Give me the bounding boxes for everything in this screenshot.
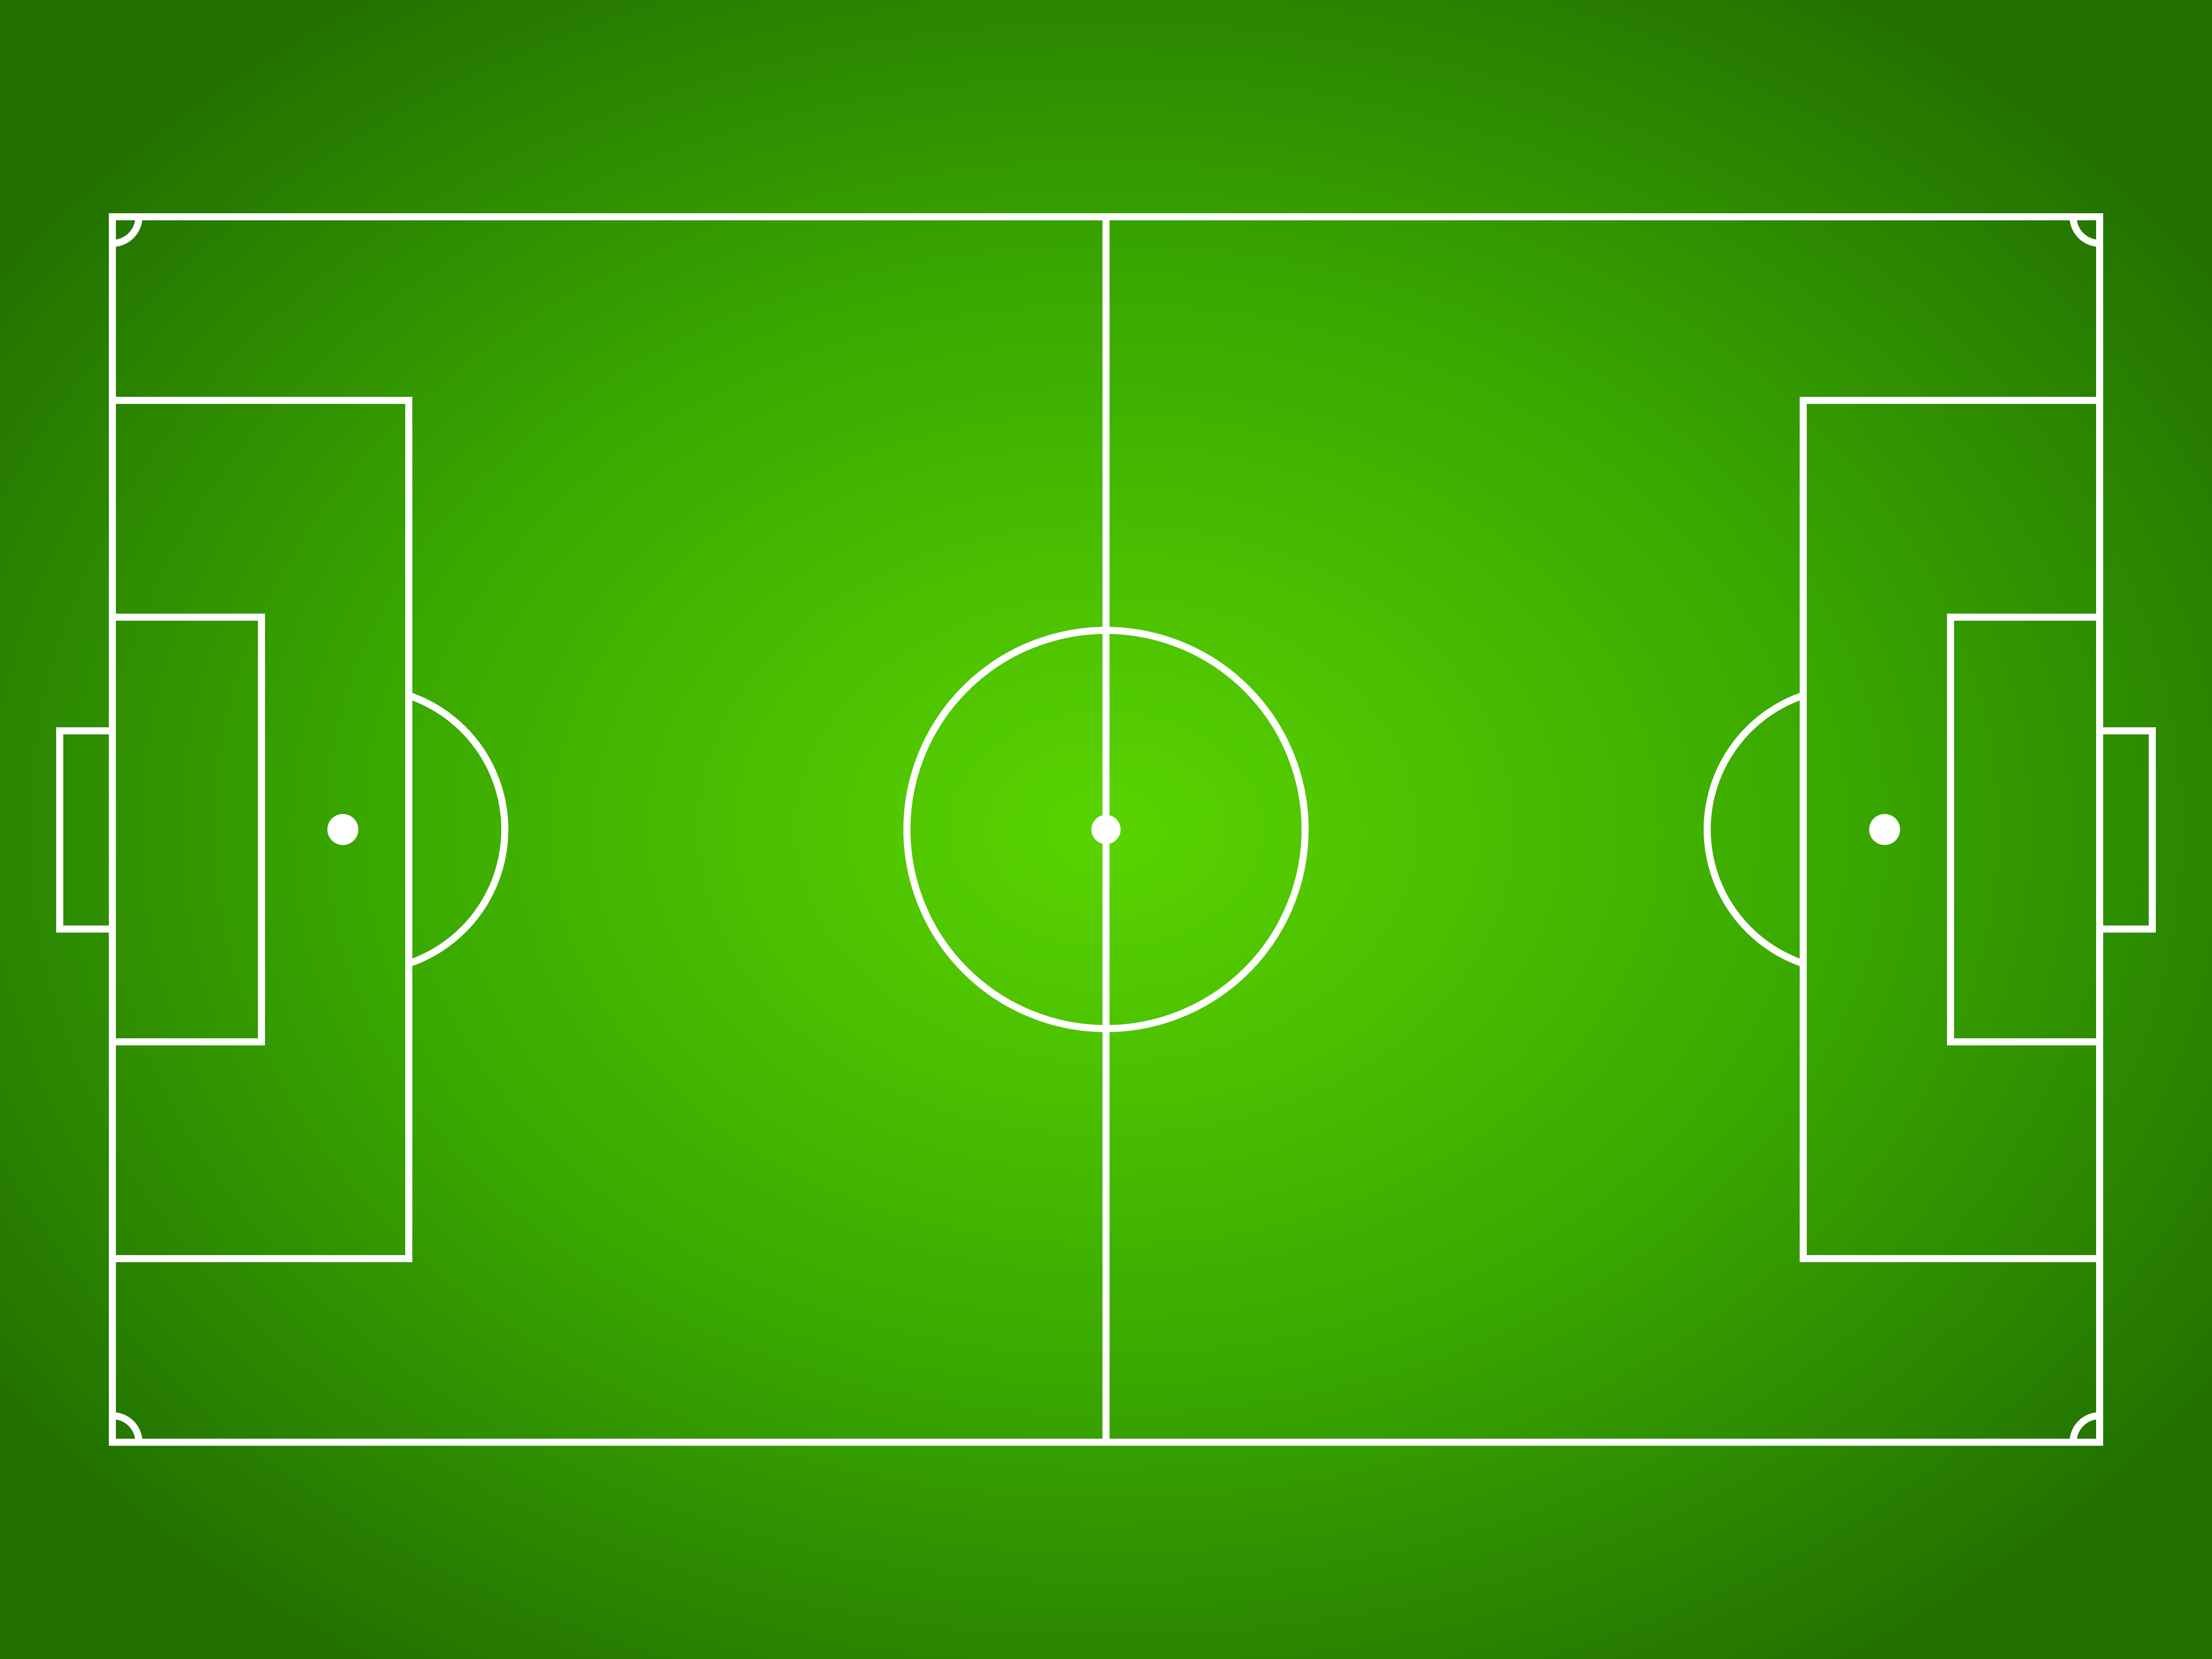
corner-arc-top-right	[2070, 216, 2100, 247]
corner-arc-bottom-left	[112, 1412, 142, 1443]
left-goal	[56, 727, 116, 933]
corner-arc-top-left	[112, 216, 142, 247]
right-penalty-arc	[1703, 692, 1805, 967]
pitch-spots	[327, 814, 1900, 845]
centre-circle	[903, 627, 1309, 1032]
corner-arc-bottom-right	[2070, 1412, 2100, 1443]
centre-spot	[1091, 815, 1121, 844]
right-penalty-spot	[1869, 814, 1900, 845]
left-penalty-spot	[327, 814, 358, 845]
pitch-markings	[56, 213, 2156, 1446]
left-penalty-arc	[407, 692, 509, 967]
right-goal	[2096, 727, 2156, 933]
